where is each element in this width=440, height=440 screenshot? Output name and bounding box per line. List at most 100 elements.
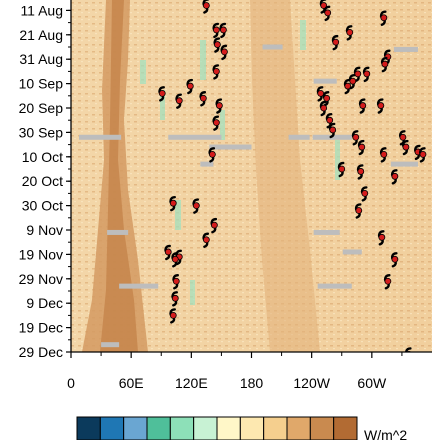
cyclone-marker	[202, 232, 210, 248]
grey-bar	[209, 144, 252, 150]
cyclone-marker	[199, 91, 207, 107]
colorbar-swatch	[239, 416, 265, 440]
colorbar-swatch	[99, 416, 125, 440]
grey-bar	[79, 134, 122, 140]
cyclone-marker	[164, 244, 172, 261]
grey-bar	[313, 78, 337, 84]
cyclone-marker	[331, 34, 340, 51]
colorbar-swatch	[333, 416, 358, 440]
cyclone-marker	[390, 252, 399, 268]
cyclone-marker	[348, 73, 357, 90]
cyclone-marker	[343, 78, 352, 95]
x-tick-label: 60E	[119, 375, 144, 391]
cyclone-marker	[210, 217, 218, 234]
grey-bar	[119, 283, 159, 289]
y-tick-label: 9 Nov	[26, 222, 63, 238]
cyclone-marker	[379, 10, 388, 26]
colorbar-swatch	[76, 416, 101, 440]
colorbar-swatch	[309, 416, 335, 440]
colorbar-swatch	[216, 416, 241, 440]
x-tick-label: 180	[240, 375, 264, 391]
grey-bar	[168, 134, 222, 140]
cyclone-marker	[171, 252, 179, 268]
grey-bar	[288, 134, 310, 140]
cyclone-marker	[390, 169, 399, 185]
cyclone-marker	[383, 274, 392, 290]
grey-bar	[101, 342, 120, 348]
grey-bar	[317, 283, 352, 289]
cyclone-marker	[171, 291, 179, 307]
cyclone-marker	[212, 22, 220, 39]
cyclone-marker	[212, 64, 220, 80]
cyclone-marker	[169, 308, 177, 324]
grey-bar	[200, 161, 214, 167]
cyclone-marker	[357, 139, 366, 156]
y-tick-label: 11 Aug	[20, 2, 63, 18]
y-tick-label: 29 Nov	[19, 271, 63, 287]
cyclone-marker	[322, 91, 331, 107]
x-tick-label: 60W	[357, 375, 387, 391]
x-axis: 0 60E 120E 180 120W 60W	[67, 352, 403, 391]
cyclone-marker	[215, 98, 223, 114]
grey-bar	[313, 229, 340, 235]
convective-streaks	[140, 20, 340, 305]
cyclone-marker	[337, 161, 346, 178]
cyclone-markers	[158, 0, 427, 352]
cyclone-marker	[323, 5, 332, 22]
cyclone-marker	[192, 198, 200, 214]
cyclone-marker	[172, 274, 180, 290]
x-tick-label: 120E	[175, 375, 208, 391]
y-tick-label: 31 Aug	[19, 51, 63, 67]
cyclone-marker	[377, 230, 386, 246]
x-tick-label: 0	[67, 375, 75, 391]
y-tick-label: 30 Oct	[22, 198, 63, 214]
y-tick-label: 29 Dec	[19, 344, 63, 360]
y-tick-label: 21 Aug	[19, 27, 63, 43]
grey-bars	[79, 44, 418, 348]
cyclone-marker	[354, 203, 363, 219]
cyclone-marker	[380, 56, 389, 73]
cyclone-marker	[345, 25, 354, 41]
cyclone-marker	[356, 164, 365, 180]
cyclone-marker	[319, 100, 328, 117]
cyclone-marker	[169, 195, 177, 212]
moderate-olr-band-east	[250, 0, 320, 352]
cyclone-marker	[362, 66, 371, 83]
y-tick-label: 19 Dec	[19, 320, 63, 336]
cyclone-marker	[219, 22, 227, 39]
colorbar-swatch	[123, 416, 148, 440]
plot-field	[71, 0, 432, 352]
grey-bar	[107, 229, 129, 235]
cyclone-marker	[328, 122, 337, 139]
cyclone-marker	[360, 186, 369, 202]
cyclone-marker	[208, 147, 216, 163]
colorbar-swatch	[169, 416, 195, 440]
y-tick-label: 10 Sep	[19, 76, 64, 92]
y-tick-label: 10 Oct	[22, 149, 63, 165]
y-tick-label: 20 Sep	[19, 100, 64, 116]
colorbar-swatch	[193, 416, 218, 440]
cyclone-marker	[379, 147, 388, 163]
cyclone-marker	[358, 98, 367, 114]
cyclone-marker	[402, 139, 410, 156]
cyclone-marker	[186, 78, 194, 95]
grey-bar	[342, 249, 362, 255]
x-tick-label: 120W	[293, 375, 330, 391]
cyclone-marker	[376, 98, 385, 114]
high-olr-core-africa	[100, 0, 138, 352]
cyclone-marker	[175, 93, 183, 109]
grey-bar	[393, 46, 418, 52]
grey-bar	[390, 161, 418, 167]
cyclone-marker	[353, 66, 362, 83]
y-tick-label: 19 Nov	[19, 246, 63, 262]
cyclone-marker	[213, 37, 221, 53]
colorbar-swatch	[286, 416, 311, 440]
colorbar-unit-label: W/m^2	[364, 427, 407, 440]
cyclone-marker	[158, 86, 166, 102]
cyclone-marker	[351, 130, 360, 146]
grey-bar	[262, 44, 283, 50]
cyclone-marker	[212, 115, 220, 131]
cyclone-marker	[319, 0, 328, 14]
